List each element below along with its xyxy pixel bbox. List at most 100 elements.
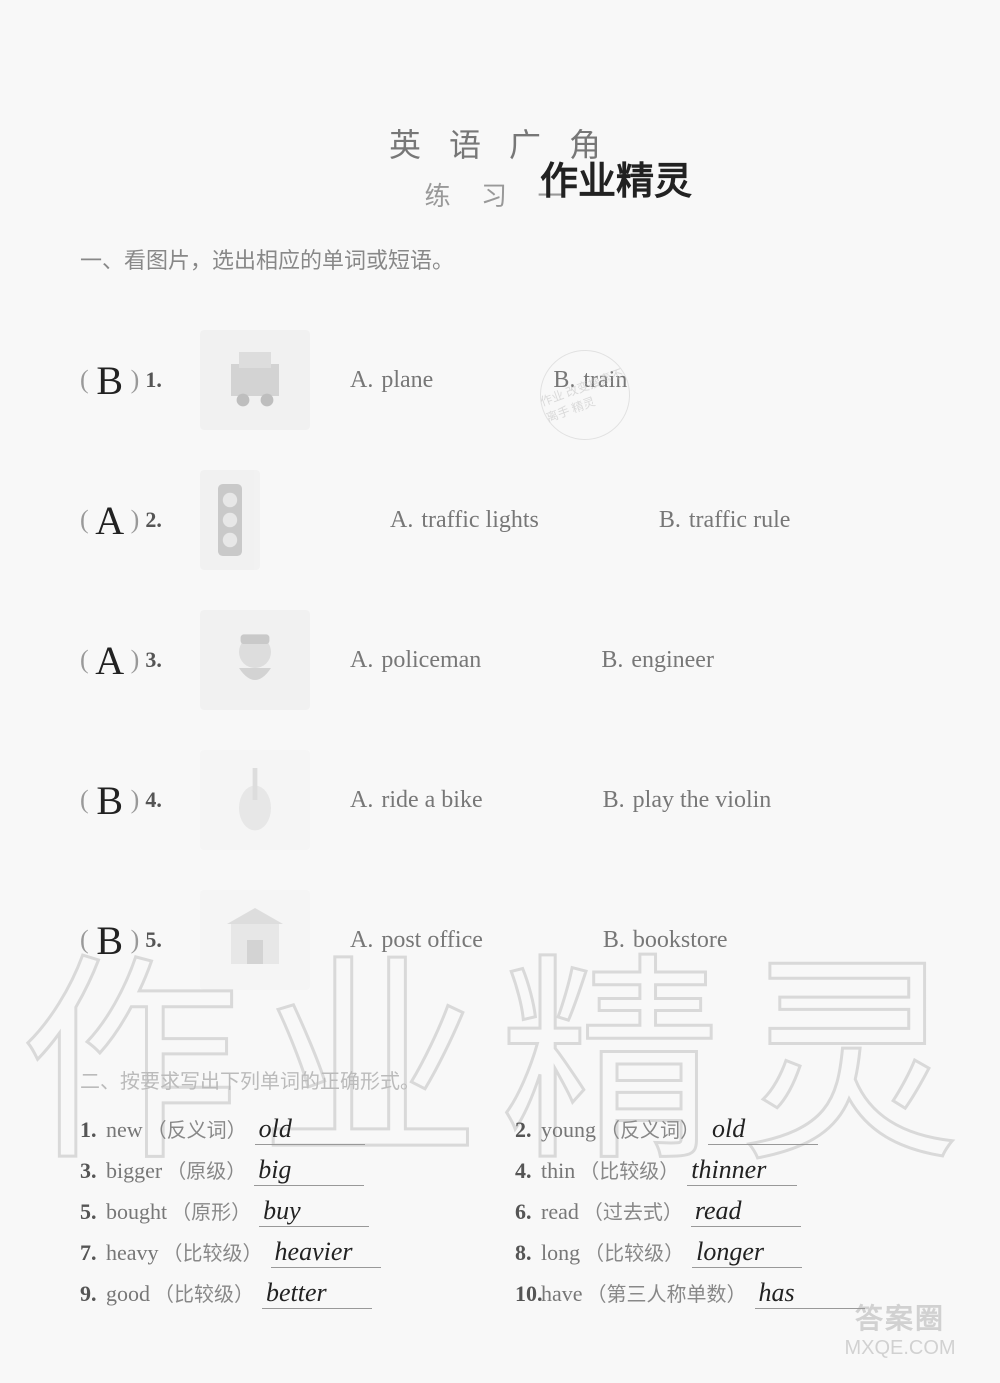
handwritten-answer: big: [258, 1155, 291, 1184]
word-grid: 1. new （反义词） old 2. young （反义词） old 3. b…: [80, 1114, 920, 1309]
word-item: 6. read （过去式） read: [515, 1196, 920, 1227]
item-number: 5.: [80, 1199, 106, 1225]
paren-close: ): [131, 645, 140, 675]
question-row: ( B ) 1. A.plane B.train: [80, 315, 920, 445]
word-type: （比较级）: [163, 1237, 263, 1266]
paren-close: ): [131, 925, 140, 955]
paren-open: (: [80, 925, 89, 955]
answer-paren: ( B ) 1.: [80, 357, 200, 404]
answer-blank: buy: [259, 1196, 369, 1227]
question-number: 2.: [145, 507, 162, 533]
paren-open: (: [80, 785, 89, 815]
option-b: B.traffic rule: [659, 507, 791, 534]
handwritten-answer: has: [759, 1278, 795, 1307]
handwritten-answer: old: [712, 1114, 745, 1143]
base-word: new: [106, 1117, 143, 1143]
paren-close: ): [131, 365, 140, 395]
word-item: 10. have （第三人称单数） has: [515, 1278, 920, 1309]
item-number: 4.: [515, 1158, 541, 1184]
answer-blank: heavier: [271, 1237, 381, 1268]
answer-blank: longer: [692, 1237, 802, 1268]
options: A.plane B.train: [350, 367, 920, 394]
word-type: （反义词）: [600, 1114, 700, 1143]
answer-blank: big: [254, 1155, 364, 1186]
handwritten-answer: B: [95, 917, 125, 964]
base-word: have: [541, 1281, 583, 1307]
question-number: 1.: [145, 367, 162, 393]
handwritten-answer: A: [95, 637, 125, 684]
answer-blank: better: [262, 1278, 372, 1309]
word-type: （比较级）: [154, 1278, 254, 1307]
option-b: B.play the violin: [603, 787, 772, 814]
train-icon: [200, 330, 310, 430]
item-number: 2.: [515, 1117, 541, 1143]
answer-paren: ( A ) 3.: [80, 637, 200, 684]
page-subtitle: 练 习 一: [80, 176, 920, 213]
word-type: （原级）: [166, 1155, 246, 1184]
word-type: （比较级）: [584, 1237, 684, 1266]
handwritten-answer: B: [95, 357, 125, 404]
item-number: 10.: [515, 1281, 541, 1307]
base-word: long: [541, 1240, 580, 1266]
word-item: 7. heavy （比较级） heavier: [80, 1237, 485, 1268]
options: A.policeman B.engineer: [350, 647, 920, 674]
question-row: ( B ) 4. A.ride a bike B.play the violin: [80, 735, 920, 865]
handwriting-annotation: 作业精灵: [540, 150, 692, 205]
handwritten-answer: read: [695, 1196, 742, 1225]
item-number: 1.: [80, 1117, 106, 1143]
question-row: ( A ) 3. A.policeman B.engineer: [80, 595, 920, 725]
base-word: heavy: [106, 1240, 159, 1266]
option-a: A.post office: [350, 927, 483, 954]
word-item: 4. thin （比较级） thinner: [515, 1155, 920, 1186]
section2-heading: 二、按要求写出下列单词的正确形式。: [80, 1065, 920, 1094]
word-type: （过去式）: [583, 1196, 683, 1225]
word-item: 5. bought （原形） buy: [80, 1196, 485, 1227]
options: A.ride a bike B.play the violin: [350, 787, 920, 814]
base-word: bigger: [106, 1158, 162, 1184]
item-number: 9.: [80, 1281, 106, 1307]
answer-blank: has: [755, 1278, 865, 1309]
bookstore-icon: [200, 890, 310, 990]
paren-open: (: [80, 645, 89, 675]
item-number: 6.: [515, 1199, 541, 1225]
options: A.traffic lights B.traffic rule: [390, 507, 920, 534]
options: A.post office B.bookstore: [350, 927, 920, 954]
word-item: 2. young （反义词） old: [515, 1114, 920, 1145]
item-number: 3.: [80, 1158, 106, 1184]
question-row: ( A ) 2. A.traffic lights B.traffic rule: [80, 455, 920, 585]
word-type: （第三人称单数）: [587, 1278, 747, 1307]
word-type: （反义词）: [147, 1114, 247, 1143]
base-word: read: [541, 1199, 579, 1225]
option-a: A.policeman: [350, 647, 481, 674]
option-a: A.plane: [350, 367, 433, 394]
question-number: 4.: [145, 787, 162, 813]
answer-blank: read: [691, 1196, 801, 1227]
word-type: （比较级）: [579, 1155, 679, 1184]
option-a: A.ride a bike: [350, 787, 483, 814]
paren-open: (: [80, 365, 89, 395]
base-word: bought: [106, 1199, 167, 1225]
traffic-lights-icon: [200, 470, 260, 570]
handwritten-answer: A: [95, 497, 125, 544]
answer-paren: ( A ) 2.: [80, 497, 200, 544]
handwritten-answer: better: [266, 1278, 327, 1307]
paren-close: ): [131, 505, 140, 535]
handwritten-answer: B: [95, 777, 125, 824]
item-number: 7.: [80, 1240, 106, 1266]
answer-blank: old: [255, 1114, 365, 1145]
footer-line2: MXQE.COM: [844, 1337, 955, 1360]
word-item: 3. bigger （原级） big: [80, 1155, 485, 1186]
word-type: （原形）: [171, 1196, 251, 1225]
question-row: ( B ) 5. A.post office B.bookstore: [80, 875, 920, 1005]
option-b: B.bookstore: [603, 927, 728, 954]
answer-blank: old: [708, 1114, 818, 1145]
page-title: 英 语 广 角: [80, 120, 920, 166]
word-item: 8. long （比较级） longer: [515, 1237, 920, 1268]
handwritten-answer: old: [259, 1114, 292, 1143]
base-word: good: [106, 1281, 150, 1307]
answer-paren: ( B ) 4.: [80, 777, 200, 824]
handwritten-answer: buy: [263, 1196, 301, 1225]
worksheet-page: 英 语 广 角 练 习 一 作业精灵 一、看图片，选出相应的单词或短语。 ( B…: [0, 0, 1000, 1383]
handwritten-answer: longer: [696, 1237, 764, 1266]
paren-close: ): [131, 785, 140, 815]
